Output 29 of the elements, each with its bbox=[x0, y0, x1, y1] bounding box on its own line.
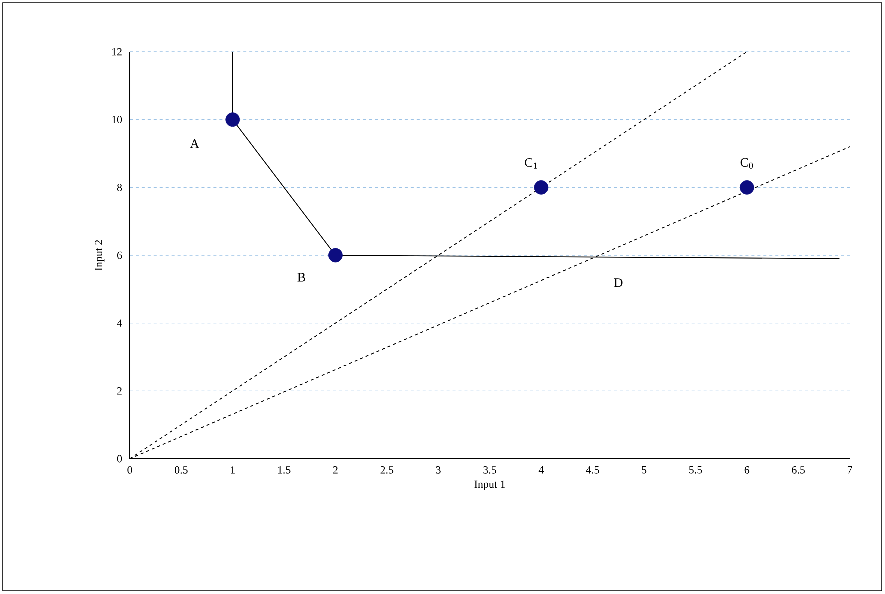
annotation: C$_{1}$ bbox=[525, 158, 538, 169]
x-tick-label: 0 bbox=[128, 466, 132, 474]
x-tick-label: 1 bbox=[231, 466, 235, 474]
x-tick-label: 0.5 bbox=[175, 466, 188, 474]
x-tick-label: 6.5 bbox=[792, 466, 805, 474]
y-axis-title: Input 2 bbox=[95, 240, 105, 271]
y-tick-label: 2 bbox=[118, 388, 122, 395]
x-tick-label: 2 bbox=[333, 466, 338, 474]
x-tick-label: 3 bbox=[436, 466, 441, 474]
x-tick-label: 4.5 bbox=[586, 466, 600, 474]
annotation: B bbox=[298, 273, 306, 282]
y-tick-label: 8 bbox=[117, 184, 122, 192]
y-tick-label: 0 bbox=[117, 455, 122, 463]
y-tick-label: 10 bbox=[112, 116, 122, 124]
x-tick-label: 6 bbox=[744, 466, 750, 474]
y-tick-label: 12 bbox=[112, 48, 122, 56]
annotation: C$_{0}$ bbox=[740, 158, 754, 169]
y-tick-label: 4 bbox=[117, 320, 122, 327]
x-tick-label: 7 bbox=[848, 466, 852, 474]
x-tick-label: 5 bbox=[642, 466, 647, 474]
x-axis-title: Input 1 bbox=[474, 480, 506, 490]
y-tick-label: 6 bbox=[117, 252, 122, 260]
x-tick-label: 2.5 bbox=[380, 466, 394, 474]
x-tick-label: 4 bbox=[538, 466, 544, 474]
x-tick-label: 3.5 bbox=[484, 466, 496, 474]
annotation: A bbox=[190, 140, 200, 148]
annotation: D bbox=[614, 278, 623, 288]
x-tick-label: 5.5 bbox=[690, 466, 702, 474]
x-tick-label: 1.5 bbox=[278, 466, 291, 474]
